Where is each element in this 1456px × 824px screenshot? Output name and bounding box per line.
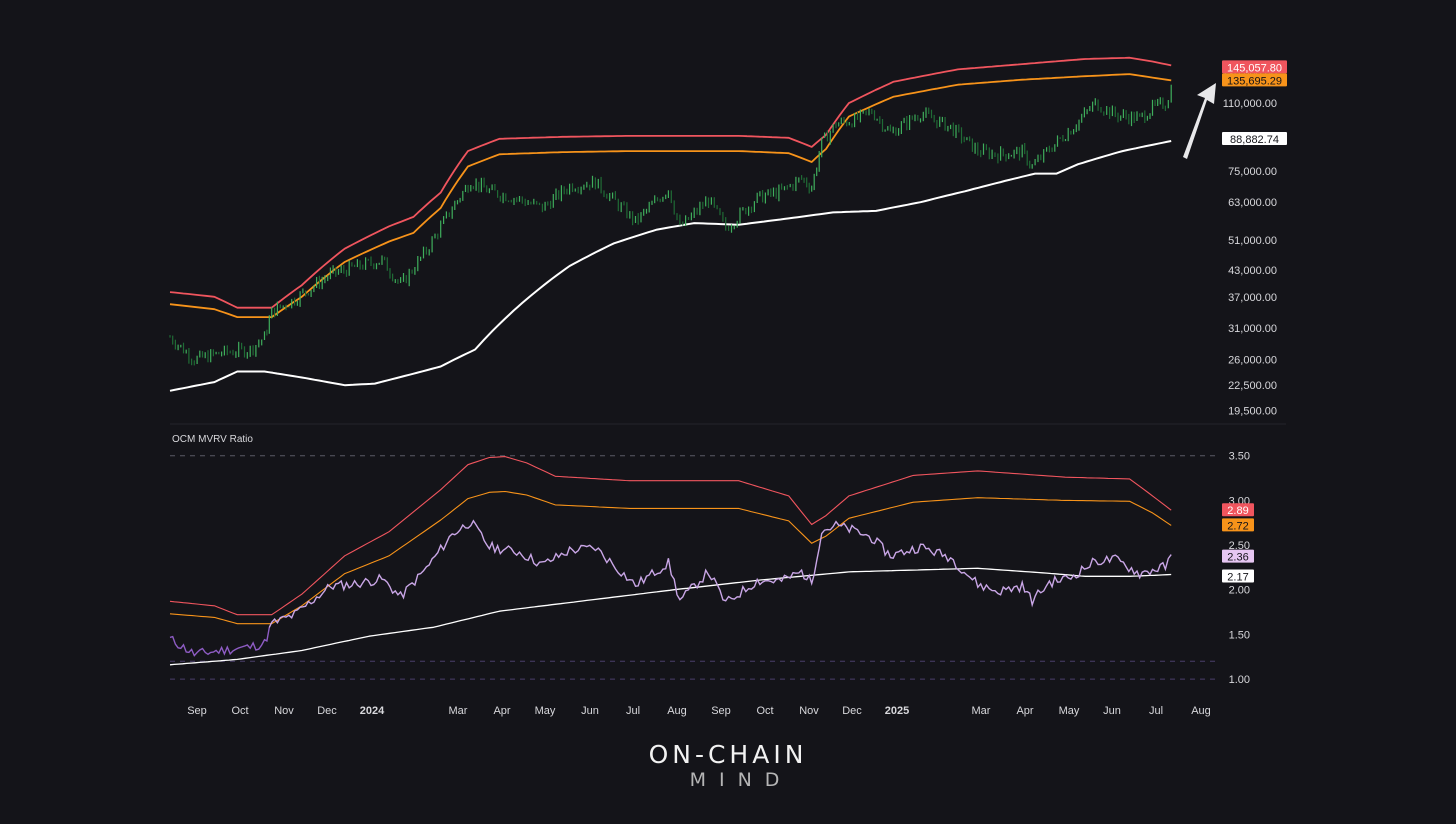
mvrv-y-tick: 1.50 (1229, 629, 1250, 641)
mvrv-middle-tag: 2.72 (1227, 520, 1248, 532)
mvrv-base-tag: 2.17 (1227, 572, 1248, 584)
x-axis-label: Jun (1103, 705, 1121, 717)
x-axis-label: Mar (449, 705, 468, 717)
x-axis-label: Apr (493, 705, 510, 717)
mvrv-middle-line (169, 490, 1172, 625)
price-middle-tag-bg (1222, 73, 1287, 87)
price-base-tag-bg (1222, 132, 1287, 146)
mvrv-title: OCM MVRV Ratio (172, 434, 253, 445)
mvrv-upper-tag-bg (1222, 503, 1254, 517)
x-axis-label: Aug (1191, 705, 1211, 717)
x-axis-label: May (1059, 705, 1080, 717)
mvrv-ratio-line-early (169, 627, 270, 657)
price-upper-line (169, 56, 1172, 309)
price-y-tick: 26,000.00 (1228, 355, 1277, 367)
x-axis-label: Sep (711, 705, 731, 717)
price-y-tick: 22,500.00 (1228, 380, 1277, 392)
mvrv-ratio-tag-bg (1222, 549, 1254, 563)
up-arrow-icon (1183, 83, 1216, 159)
price-upper-tag-bg (1222, 60, 1287, 74)
x-axis-label: Sep (187, 705, 207, 717)
x-axis-label: Jul (1149, 705, 1163, 717)
price-y-tick: 75,000.00 (1228, 166, 1277, 178)
x-axis-label: 2025 (885, 705, 909, 717)
mvrv-middle-tag-bg (1222, 518, 1254, 532)
x-axis-label: Nov (799, 705, 819, 717)
price-upper-tag: 145,057.80 (1227, 62, 1282, 74)
price-y-tick: 19,500.00 (1228, 406, 1277, 418)
price-y-tick: 110,000.00 (1223, 98, 1277, 110)
price-y-tick: 63,000.00 (1228, 197, 1277, 209)
mvrv-ratio-tag: 2.36 (1227, 552, 1248, 564)
price-y-tick: 37,000.00 (1228, 292, 1277, 304)
x-axis-label: Dec (842, 705, 862, 717)
x-axis-label: Mar (972, 705, 991, 717)
mvrv-y-tick: 2.50 (1229, 540, 1250, 552)
x-axis-label: Dec (317, 705, 337, 717)
x-axis-label: Apr (1016, 705, 1033, 717)
x-axis-label: Jun (581, 705, 599, 717)
mvrv-ratio-line (268, 519, 1172, 628)
price-base-line (169, 140, 1172, 392)
x-axis-label: Nov (274, 705, 294, 717)
brand-subtitle: MIND (689, 769, 793, 791)
price-y-tick: 43,000.00 (1228, 265, 1277, 277)
price-candles (169, 84, 1172, 366)
mvrv-y-tick: 2.00 (1229, 585, 1250, 597)
mvrv-upper-line (169, 456, 1172, 616)
brand-title: ON-CHAIN (648, 740, 808, 769)
price-y-tick: 51,000.00 (1228, 235, 1277, 247)
x-axis-label: Aug (667, 705, 687, 717)
x-axis-label: 2024 (360, 705, 385, 717)
mvrv-y-tick: 3.50 (1229, 451, 1250, 463)
mvrv-upper-tag: 2.89 (1227, 505, 1248, 517)
x-axis-label: May (535, 705, 556, 717)
price-middle-line (169, 73, 1172, 318)
x-axis-label: Jul (626, 705, 640, 717)
price-y-tick: 31,000.00 (1228, 323, 1277, 335)
price-middle-tag: 135,695.29 (1227, 75, 1282, 87)
mvrv-base-line (169, 567, 1172, 666)
x-axis-label: Oct (231, 705, 248, 717)
price-base-tag: 88,882.74 (1230, 134, 1279, 146)
mvrv-y-tick: 1.00 (1229, 674, 1250, 686)
x-axis-label: Oct (756, 705, 773, 717)
mvrv-base-tag-bg (1222, 569, 1254, 583)
